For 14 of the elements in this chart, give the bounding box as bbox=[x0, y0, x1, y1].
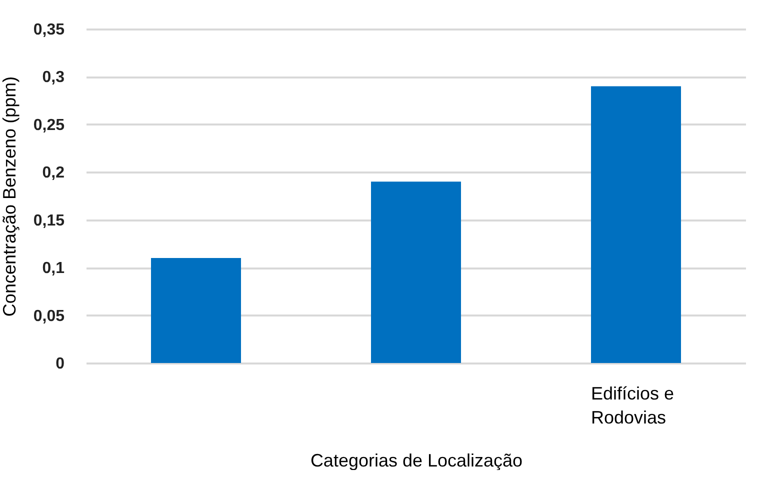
bar bbox=[591, 86, 681, 363]
x-tick-label: Edifícios e Rodovias bbox=[591, 384, 674, 428]
y-tick-label: 0 bbox=[56, 356, 65, 372]
y-axis-title: Concentração Benzeno (ppm) bbox=[0, 76, 20, 317]
y-tick-label: 0,35 bbox=[33, 22, 65, 38]
bar bbox=[371, 182, 461, 363]
y-tick-label: 0,15 bbox=[33, 212, 65, 230]
y-tick-label: 0,2 bbox=[42, 164, 65, 182]
y-tick-label: 0,3 bbox=[42, 69, 65, 86]
bar bbox=[151, 258, 241, 363]
x-axis-title: Categorias de Localização bbox=[310, 450, 523, 470]
y-tick-label: 0,05 bbox=[33, 308, 65, 325]
y-tick-label: 0,25 bbox=[33, 116, 65, 134]
y-tick-label: 0,1 bbox=[42, 260, 65, 278]
